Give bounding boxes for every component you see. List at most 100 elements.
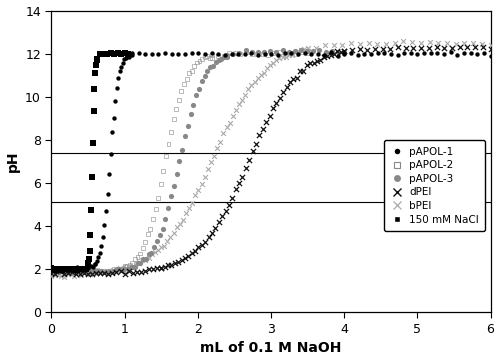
Point — [149, 266, 157, 271]
Point — [181, 133, 189, 139]
Point — [67, 271, 75, 277]
Point — [203, 53, 211, 59]
Point — [208, 51, 216, 56]
Point — [186, 112, 194, 117]
Point — [62, 269, 70, 275]
Point — [242, 48, 250, 53]
Point — [210, 153, 218, 159]
Point — [116, 266, 124, 272]
Point — [48, 266, 56, 271]
Point — [104, 51, 112, 57]
Point — [151, 249, 159, 255]
Point — [270, 60, 278, 66]
Point — [84, 260, 92, 266]
Point — [160, 243, 168, 249]
Point — [246, 157, 254, 163]
Point — [174, 259, 182, 265]
Point — [242, 49, 250, 55]
Point — [82, 270, 90, 275]
Point — [112, 267, 120, 273]
Point — [76, 271, 84, 277]
Point — [60, 266, 68, 272]
Point — [108, 129, 116, 135]
Point — [228, 195, 236, 201]
Point — [181, 255, 189, 261]
Point — [64, 266, 72, 272]
Point — [152, 206, 160, 212]
Point — [78, 268, 86, 274]
X-axis label: mL of 0.1 M NaOH: mL of 0.1 M NaOH — [200, 342, 342, 356]
Point — [85, 256, 93, 262]
Point — [306, 60, 314, 66]
Point — [130, 264, 138, 270]
Point — [64, 271, 72, 277]
Point — [150, 244, 158, 250]
Point — [320, 54, 328, 60]
Point — [72, 271, 80, 277]
Point — [86, 268, 94, 274]
Point — [164, 141, 172, 147]
Point — [414, 51, 422, 57]
Point — [167, 193, 175, 199]
Point — [198, 56, 206, 62]
Point — [281, 52, 289, 57]
Point — [322, 49, 330, 55]
Point — [90, 86, 98, 92]
Point — [434, 50, 442, 56]
Point — [110, 266, 118, 272]
Point — [469, 40, 477, 46]
Point — [443, 40, 451, 46]
Point — [156, 182, 164, 187]
Point — [380, 50, 388, 56]
Point — [92, 62, 100, 68]
Point — [231, 50, 239, 56]
Point — [260, 70, 268, 76]
Point — [426, 39, 434, 44]
Point — [310, 48, 318, 54]
Point — [208, 230, 216, 235]
Point — [363, 47, 371, 52]
Point — [179, 217, 187, 222]
Point — [212, 225, 220, 231]
Point — [148, 52, 156, 57]
Point — [327, 49, 335, 55]
Point — [108, 268, 116, 274]
Point — [55, 269, 63, 275]
Point — [100, 223, 108, 229]
Point — [128, 264, 136, 270]
Point — [162, 153, 170, 159]
Point — [76, 269, 84, 274]
Point — [60, 274, 68, 280]
Point — [109, 267, 117, 273]
Point — [86, 268, 94, 274]
Point — [486, 42, 494, 47]
Point — [225, 202, 233, 208]
Point — [52, 271, 60, 277]
Point — [272, 49, 280, 55]
Point — [70, 266, 78, 272]
Point — [347, 40, 355, 46]
Point — [340, 48, 348, 54]
Point — [178, 147, 186, 153]
Point — [284, 49, 292, 55]
Point — [142, 256, 150, 262]
Point — [296, 69, 304, 74]
Point — [201, 51, 209, 57]
Point — [131, 256, 139, 262]
Point — [263, 65, 271, 71]
Point — [51, 268, 59, 274]
Point — [157, 265, 165, 270]
Point — [287, 50, 295, 56]
Point — [478, 40, 486, 46]
Point — [188, 68, 196, 74]
Point — [222, 125, 230, 130]
Point — [337, 49, 345, 55]
Point — [172, 225, 180, 230]
Point — [410, 45, 418, 51]
Point — [193, 60, 201, 65]
Point — [373, 41, 381, 47]
Point — [68, 269, 76, 275]
Point — [291, 49, 299, 55]
Point — [206, 55, 214, 60]
Point — [114, 75, 122, 81]
